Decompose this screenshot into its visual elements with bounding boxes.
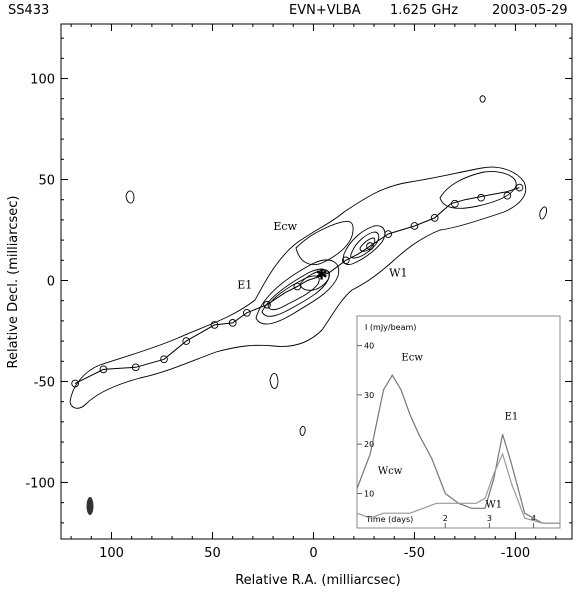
track-marker: [341, 256, 350, 265]
x-tick-label: -50: [404, 546, 425, 561]
inset-x-tick-label: 2: [443, 514, 448, 523]
jet-contours: [69, 95, 547, 437]
track-marker: [410, 222, 419, 230]
main-tick-labels: 100 50 0 -50 -100 100 50 0 -50 -100: [25, 73, 530, 561]
inset-label-e1: E1: [505, 412, 519, 423]
track-marker: [263, 300, 271, 309]
header-source: SS433: [8, 3, 49, 18]
annotation-ecw: Ecw: [273, 220, 297, 233]
track-marker: [210, 321, 219, 329]
x-tick-label: -100: [501, 546, 531, 561]
track-marker: [71, 379, 79, 388]
beam-ellipse: [86, 497, 94, 515]
track-marker: [293, 282, 302, 291]
y-tick-label: -100: [25, 476, 55, 491]
header-freq: 1.625 GHz: [390, 3, 458, 18]
track-marker: [384, 230, 393, 238]
track-marker: [160, 355, 168, 364]
annotation-w1: W1: [389, 266, 407, 279]
track-marker: [99, 365, 108, 374]
outer-contour-lobe: [295, 220, 354, 266]
inset-frame: [356, 315, 561, 529]
main-ticks: [61, 24, 572, 539]
header-date: 2003-05-29: [492, 3, 568, 18]
blob-mid: [299, 425, 306, 437]
contour-core-1: [255, 259, 340, 325]
annotation-e1: E1: [237, 279, 252, 292]
inset-label-ecw: Ecw: [401, 352, 423, 363]
contour-w1-1: [342, 225, 386, 265]
track-marker: [182, 337, 191, 345]
track-marker: [430, 214, 439, 222]
blob-lower: [269, 373, 279, 389]
track-marker: [228, 319, 237, 327]
x-tick-label: 50: [204, 546, 221, 561]
contour-core-4: [299, 269, 330, 291]
track-marker: [366, 242, 374, 251]
contour-w1-2: [350, 231, 380, 259]
inset-labels: Ecw Wcw E1 W1: [378, 352, 518, 510]
y-tick-label: 0: [47, 274, 55, 289]
inset-label-wcw: Wcw: [378, 466, 403, 477]
inset-y-tick-label: 40: [364, 342, 374, 351]
inset-ylabel: I (mJy/beam): [365, 323, 416, 332]
inset-y-tick-label: 20: [364, 440, 374, 449]
outer-contour-jet: [69, 166, 527, 409]
header-array: EVN+VLBA: [289, 3, 361, 18]
track-markers: [71, 183, 524, 388]
main-xlabel: Relative R.A. (milliarcsec): [235, 573, 401, 588]
y-tick-label: -50: [34, 375, 55, 390]
kinematic-track: [74, 187, 520, 384]
main-ylabel: Relative Decl. (milliarcsec): [6, 196, 21, 369]
main-plot-frame: [60, 23, 573, 540]
core-marker: ✱: [315, 265, 328, 283]
blob-left: [125, 190, 135, 204]
main-annotations: Ecw W1 E1: [237, 220, 407, 292]
track-marker: [515, 183, 524, 192]
y-tick-label: 50: [38, 174, 55, 189]
track-marker: [477, 193, 485, 202]
series-line-ecw: [356, 374, 560, 524]
x-tick-label: 0: [309, 546, 317, 561]
series-line-wcw: [356, 452, 560, 524]
inset-x-tick-label: 3: [487, 514, 492, 523]
inset-xlabel: Time (days): [365, 515, 413, 524]
inset-lines: [356, 374, 560, 524]
track-marker: [503, 191, 512, 200]
inset-y-tick-label: 10: [364, 489, 374, 498]
x-tick-label: 100: [99, 546, 124, 561]
track-marker: [131, 363, 140, 372]
inset-y-tick-label: 30: [364, 391, 374, 400]
blob-topright: [479, 95, 486, 103]
blob-right: [539, 206, 547, 220]
y-tick-label: 100: [30, 73, 55, 88]
track-marker: [451, 199, 459, 208]
inset-label-w1: W1: [485, 499, 502, 510]
track-marker: [242, 308, 251, 317]
contour-core-3: [267, 275, 320, 311]
